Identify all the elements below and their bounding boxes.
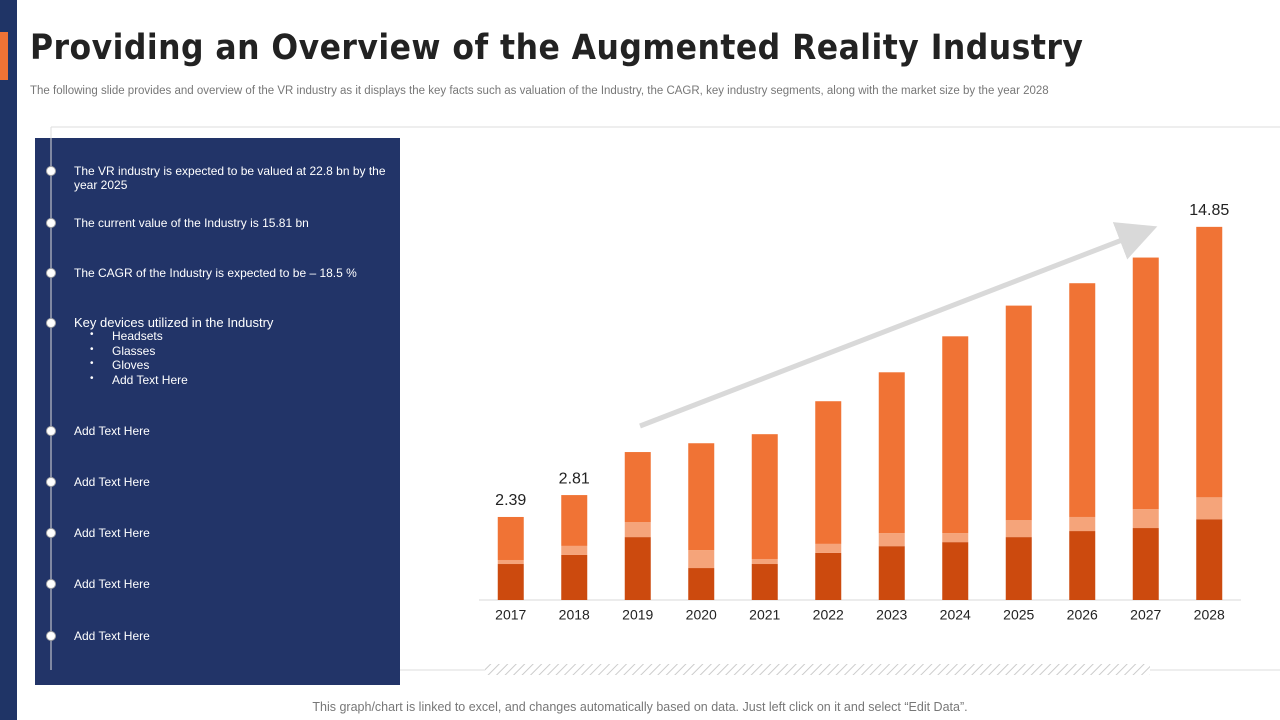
timeline-dot [46,268,56,278]
x-tick-label: 2017 [495,607,526,623]
timeline-dot [46,218,56,228]
bar-segment [1132,257,1159,510]
footer-note: This graph/chart is linked to excel, and… [312,700,968,714]
bar-segment [942,336,969,534]
x-tick-label: 2019 [622,607,653,623]
timeline-dot [46,477,56,487]
side-strip [0,0,17,720]
accent [0,32,8,80]
bar-segment [1005,537,1032,600]
bar-segment [688,568,715,600]
panel-item: Add Text Here [74,424,150,438]
bullet-text: Headsets [112,329,163,343]
x-tick-label: 2020 [686,607,717,623]
bar-segment [815,401,842,544]
panel-item: The CAGR of the Industry is expected to … [74,266,357,280]
bar-segment [1069,531,1096,600]
bar-segment [624,452,651,522]
bar-segment [1132,528,1159,600]
panel-item: The current value of the Industry is 15.… [74,216,309,230]
x-tick-label: 2027 [1130,607,1161,623]
bar-segment [751,564,778,600]
panel-item: Key devices utilized in the Industry [74,315,274,330]
bar-segment [1196,519,1223,600]
bar-segment [1069,283,1096,517]
bar-segment [561,545,588,555]
bar-segment [815,552,842,600]
hatch [485,664,1150,675]
panel-item: Add Text Here [74,475,150,489]
x-tick-label: 2026 [1067,607,1098,623]
x-tick-label: 2025 [1003,607,1034,623]
bar-segment [942,542,969,600]
bar-segment [497,516,524,560]
bar-segment [688,550,715,569]
timeline-dot [46,166,56,176]
bar-segment [688,443,715,551]
x-tick-label: 2022 [813,607,844,623]
timeline-dot [46,579,56,589]
bar-segment [942,533,969,543]
bullet-dot: • [90,372,94,384]
timeline-dot [46,318,56,328]
subtitle: The following slide provides and overvie… [30,85,1049,97]
bullet-text: Add Text Here [112,372,188,387]
bullet-text: Glasses [112,343,156,358]
panel-item: The VR industry is expected to be valued… [74,164,386,192]
timeline-dot [46,528,56,538]
x-tick-label: 2021 [749,607,780,623]
bar-segment [1069,516,1096,532]
total-label: 2.81 [559,470,590,487]
bar-segment [497,559,524,565]
bar-segment [1132,509,1159,529]
panel-item: Add Text Here [74,577,150,591]
x-tick-label: 2018 [559,607,590,623]
total-label: 2.39 [495,492,526,509]
x-tick-label: 2024 [940,607,971,623]
bar-segment [751,434,778,559]
x-tick-label: 2023 [876,607,907,623]
bar-segment [624,522,651,538]
timeline-dot [46,631,56,641]
bullet-text: Gloves [112,358,150,372]
bar-segment [1005,520,1032,538]
x-tick-label: 2028 [1194,607,1225,623]
bar-segment [497,564,524,600]
bar-segment [1196,497,1223,520]
timeline-dot [46,426,56,436]
panel-item: Add Text Here [74,526,150,540]
panel-item: Add Text Here [74,629,150,643]
bar-segment [815,543,842,553]
bar-segment [1196,226,1223,498]
bar-segment [878,546,905,600]
bullet-dot: • [90,343,94,355]
bar-segment [751,558,778,565]
bar-segment [878,372,905,534]
info-panel [35,138,400,685]
bar-segment [561,554,588,600]
trend-arrow [639,222,1158,429]
bar-segment [624,537,651,600]
bar-segment [561,495,588,546]
bar-segment [1005,305,1032,521]
bullet-dot: • [90,329,94,340]
bar-segment [878,533,905,547]
title: Providing an Overview of the Augmented R… [30,28,1084,68]
bullet-dot: • [90,358,94,369]
total-label: 14.85 [1189,202,1229,219]
